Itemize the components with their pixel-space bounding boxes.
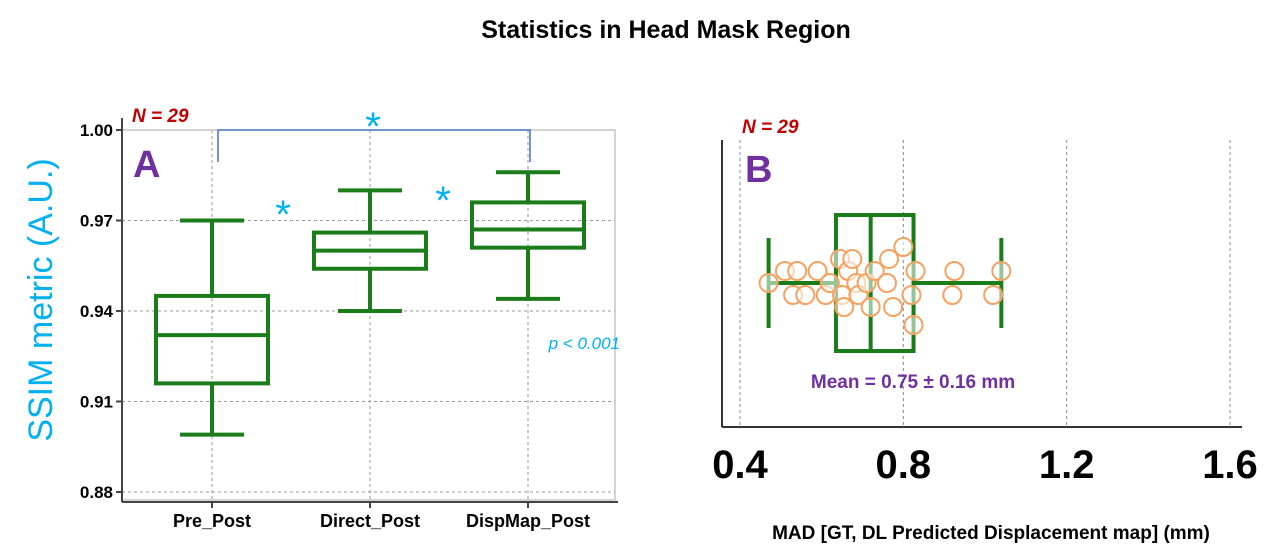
data-point	[901, 285, 922, 305]
panel-a-y-tick-label: 1.00	[80, 121, 113, 140]
box-iqr	[470, 200, 586, 250]
panel-b-x-ticks: 0.4 0.8 1.2 1.6	[712, 443, 1258, 487]
panel-b: 0.4 0.8 1.2 1.6 N = 29 B Mean = 0.75 ± 0.16…	[712, 117, 1258, 544]
data-point	[864, 261, 885, 281]
data-point	[883, 297, 904, 317]
data-point	[834, 297, 855, 317]
panel-a-y-tick-label: 0.88	[80, 483, 113, 502]
panel-a: 0.88 0.91 0.94 0.97 1.00 Pre_Post Direct_Post…	[22, 105, 620, 531]
panel-a-y-ticks: 0.88 0.91 0.94 0.97 1.00	[80, 121, 122, 502]
data-point	[819, 273, 840, 293]
box-direct-post	[312, 188, 428, 313]
data-point	[758, 273, 779, 293]
box-dispmap-post	[470, 170, 586, 301]
data-point	[893, 237, 914, 257]
mean-annotation: Mean = 0.75 ± 0.16 mm	[811, 372, 1015, 393]
significance-bracket	[217, 129, 531, 162]
panel-a-plot-frame	[121, 129, 616, 501]
panel-b-n-label: N = 29	[742, 117, 799, 138]
data-point	[983, 285, 1004, 305]
data-point	[903, 315, 924, 335]
box-iqr	[154, 293, 270, 386]
data-point	[879, 249, 900, 269]
panel-b-letter: B	[745, 149, 772, 191]
data-point	[905, 261, 926, 281]
panel-a-category-label: Direct_Post	[320, 511, 420, 531]
panel-a-letter: A	[133, 144, 160, 186]
panel-a-categories: Pre_Post Direct_Post DispMap_Post	[173, 502, 590, 531]
panel-a-y-tick-label: 0.91	[80, 393, 113, 412]
panel-a-y-tick-label: 0.97	[80, 212, 113, 231]
significance-star-dispmap: *	[435, 179, 451, 223]
data-point	[991, 261, 1012, 281]
significance-star-bracket: *	[365, 105, 381, 149]
panel-b-x-tick-label: 1.2	[1039, 443, 1095, 487]
panel-a-category-label: Pre_Post	[173, 511, 251, 531]
data-point	[842, 249, 863, 269]
panel-a-y-label: SSIM metric (A.U.)	[22, 158, 60, 441]
p-value: p < 0.001	[548, 334, 620, 353]
data-point	[860, 297, 881, 317]
significance-star-direct: *	[275, 193, 291, 237]
box-pre-post	[154, 218, 270, 437]
data-point	[877, 273, 897, 293]
figure-title: Statistics in Head Mask Region	[481, 16, 851, 44]
panel-a-y-tick-label: 0.94	[80, 302, 114, 321]
panel-b-x-label: MAD [GT, DL Predicted Displacement map] …	[772, 523, 1210, 544]
panel-b-x-tick-label: 1.6	[1202, 443, 1258, 487]
data-point	[787, 261, 808, 281]
panel-b-points	[758, 237, 1012, 335]
data-point	[795, 285, 816, 305]
panel-b-x-tick-label: 0.8	[876, 443, 932, 487]
data-point	[944, 261, 965, 281]
data-point	[807, 261, 828, 281]
panel-a-boxes	[154, 170, 586, 437]
panel-b-x-tick-label: 0.4	[712, 443, 768, 487]
panel-a-grid	[122, 129, 615, 502]
data-point	[942, 285, 963, 305]
panel-a-category-label: DispMap_Post	[466, 511, 590, 531]
panel-a-n-label: N = 29	[132, 106, 189, 127]
